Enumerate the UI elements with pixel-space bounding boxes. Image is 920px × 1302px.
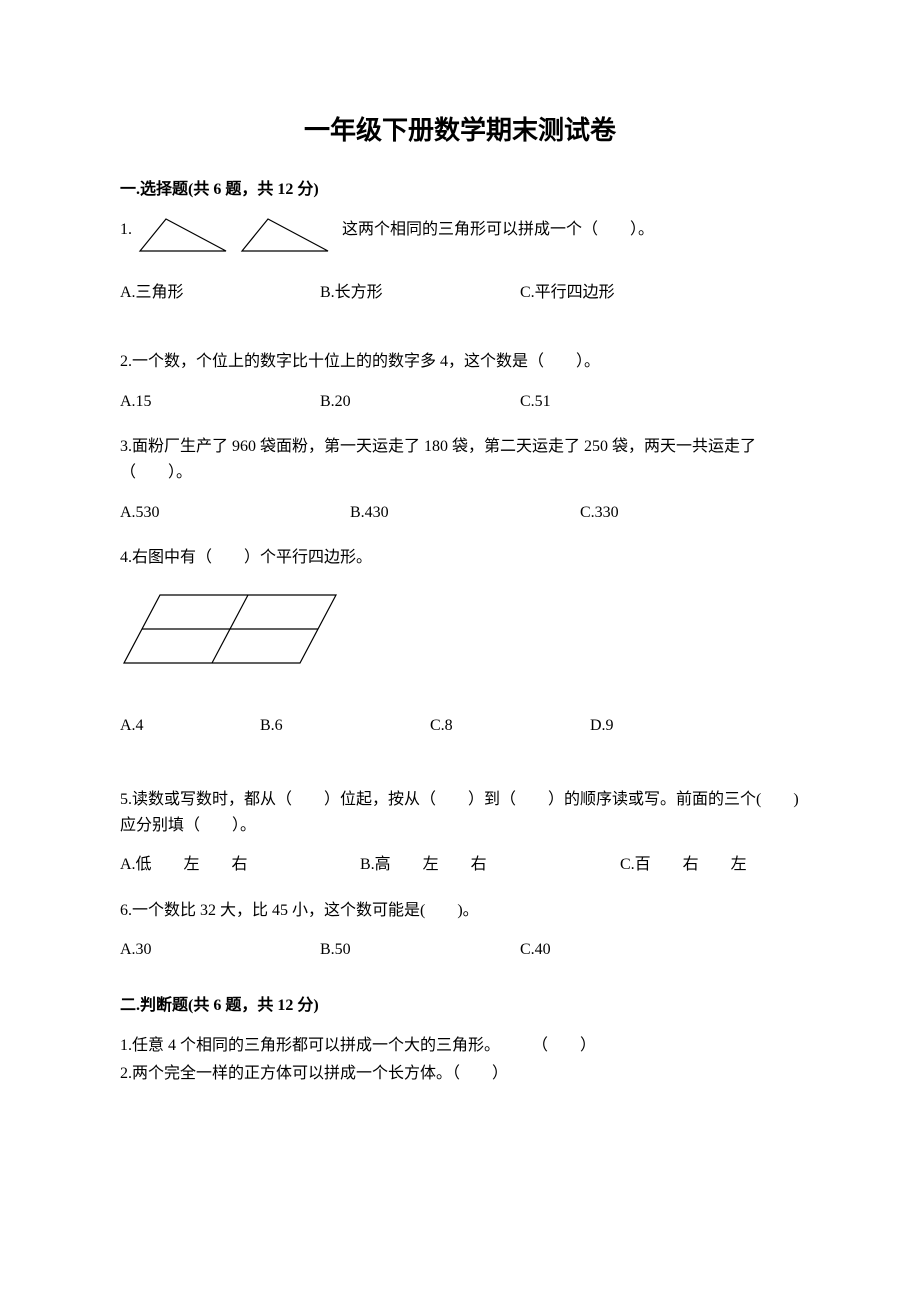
q4-text: 4.右图中有（ ）个平行四边形。 [120, 545, 800, 571]
q5-text: 5.读数或写数时，都从（ ）位起，按从（ ）到（ ）的顺序读或写。前面的三个( … [120, 787, 800, 838]
q2-option-c: C.51 [520, 389, 551, 415]
q3-option-a: A.530 [120, 500, 350, 526]
q5-option-b: B.高 左 右 [360, 852, 620, 878]
q1-text: 这两个相同的三角形可以拼成一个（ ）。 [342, 217, 654, 243]
q2-text: 2.一个数，个位上的数字比十位上的的数字多 4，这个数是（ ）。 [120, 349, 800, 375]
q5-option-c: C.百 右 左 [620, 852, 780, 878]
triangle-icon [240, 217, 330, 262]
q2-option-a: A.15 [120, 389, 320, 415]
q1-option-c: C.平行四边形 [520, 280, 615, 306]
q6-text: 6.一个数比 32 大，比 45 小，这个数可能是( )。 [120, 898, 800, 924]
question-6: 6.一个数比 32 大，比 45 小，这个数可能是( )。 A.30 B.50 … [120, 898, 800, 963]
q1-option-b: B.长方形 [320, 280, 520, 306]
q1-prefix: 1. [120, 217, 132, 243]
section-2-header: 二.判断题(共 6 题，共 12 分) [120, 991, 800, 1015]
q6-option-a: A.30 [120, 937, 320, 963]
triangle-icon [138, 217, 228, 262]
q4-option-d: D.9 [590, 713, 614, 739]
q6-option-c: C.40 [520, 937, 551, 963]
question-2: 2.一个数，个位上的数字比十位上的的数字多 4，这个数是（ ）。 A.15 B.… [120, 349, 800, 414]
q2-option-b: B.20 [320, 389, 520, 415]
q5-option-a: A.低 左 右 [120, 852, 360, 878]
q6-option-b: B.50 [320, 937, 520, 963]
question-3: 3.面粉厂生产了 960 袋面粉，第一天运走了 180 袋，第二天运走了 250… [120, 434, 800, 525]
s2-question-1: 1.任意 4 个相同的三角形都可以拼成一个大的三角形。 （ ） [120, 1033, 800, 1059]
q3-option-c: C.330 [580, 500, 619, 526]
q3-option-b: B.430 [350, 500, 580, 526]
q4-option-c: C.8 [430, 713, 590, 739]
parallelogram-icon [120, 593, 800, 674]
q4-option-a: A.4 [120, 713, 260, 739]
s2-question-2: 2.两个完全一样的正方体可以拼成一个长方体。（ ） [120, 1061, 800, 1087]
section-1-header: 一.选择题(共 6 题，共 12 分) [120, 175, 800, 199]
q3-text: 3.面粉厂生产了 960 袋面粉，第一天运走了 180 袋，第二天运走了 250… [120, 434, 800, 485]
q1-option-a: A.三角形 [120, 280, 320, 306]
question-1: 1. 这两个相同的三角形可以拼成一个（ ）。 A.三角形 B.长方形 C.平行四… [120, 217, 800, 305]
question-4: 4.右图中有（ ）个平行四边形。 A.4 B.6 C.8 D.9 [120, 545, 800, 739]
question-5: 5.读数或写数时，都从（ ）位起，按从（ ）到（ ）的顺序读或写。前面的三个( … [120, 787, 800, 878]
q4-option-b: B.6 [260, 713, 430, 739]
page-title: 一年级下册数学期末测试卷 [120, 110, 800, 147]
